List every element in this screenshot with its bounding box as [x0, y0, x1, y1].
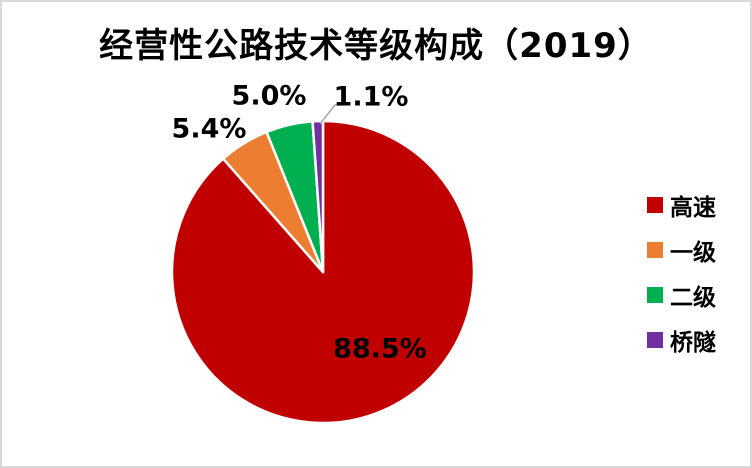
- legend-item-bridge-tunnel: 桥隧: [647, 317, 716, 362]
- data-label-first-class: 5.4%: [171, 113, 247, 145]
- legend-swatch-expressway: [647, 196, 663, 213]
- legend: 高速 一级 二级 桥隧: [647, 182, 716, 362]
- legend-item-first-class: 一级: [647, 227, 716, 272]
- data-label-second-class: 5.0%: [231, 80, 307, 112]
- leader-line-bridge-tunnel: [319, 104, 343, 125]
- legend-label-first-class: 一级: [670, 239, 716, 266]
- legend-swatch-first-class: [647, 241, 663, 258]
- legend-item-second-class: 二级: [647, 272, 716, 317]
- legend-label-bridge-tunnel: 桥隧: [670, 329, 716, 356]
- chart-title: 经营性公路技术等级构成（2019）: [99, 26, 653, 66]
- legend-swatch-bridge-tunnel: [647, 331, 663, 348]
- legend-item-expressway: 高速: [647, 182, 716, 227]
- legend-swatch-second-class: [647, 286, 663, 303]
- data-label-bridge-tunnel: 1.1%: [333, 81, 409, 113]
- data-label-expressway: 88.5%: [333, 333, 427, 365]
- legend-label-expressway: 高速: [670, 194, 716, 221]
- legend-label-second-class: 二级: [670, 284, 716, 311]
